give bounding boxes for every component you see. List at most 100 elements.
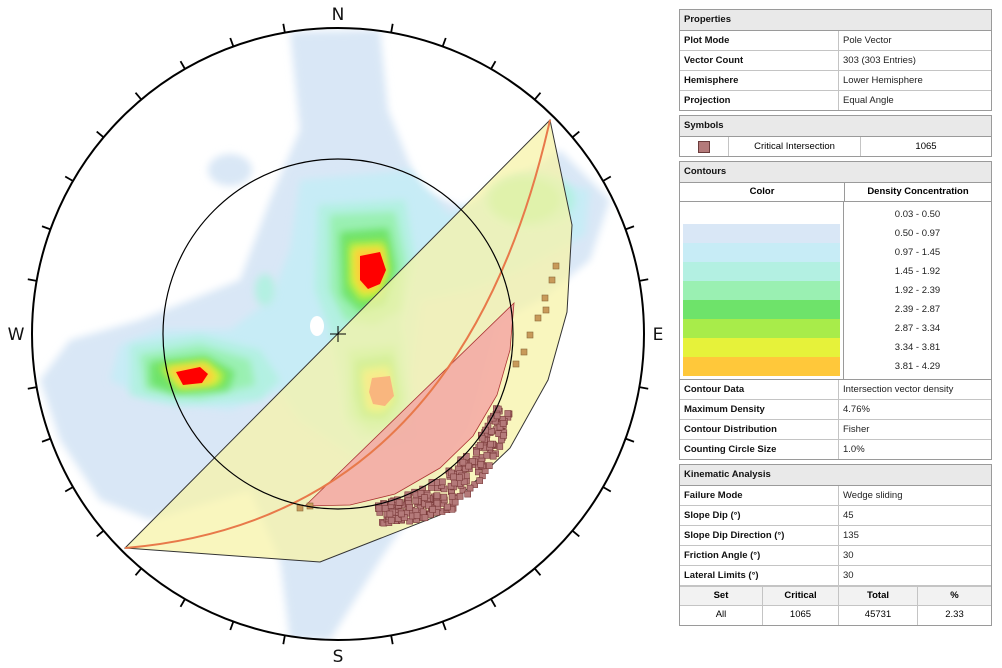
contour-density-ranges: 0.03 - 0.50 0.50 - 0.97 0.97 - 1.45 1.45… xyxy=(844,202,991,379)
critical-column-header: Critical xyxy=(763,587,839,605)
properties-section: Properties Plot Mode Pole Vector Vector … xyxy=(679,9,992,111)
critical-intersection-symbol xyxy=(542,306,550,314)
contour-property-row: Maximum Density 4.76% xyxy=(680,400,991,420)
critical-intersection-symbol xyxy=(512,360,520,368)
summary-table-row: All 1065 45731 2.33 xyxy=(680,606,991,625)
azimuth-tick xyxy=(602,175,612,182)
critical-intersection-symbol xyxy=(552,262,560,270)
critical-intersection-symbol xyxy=(473,448,480,456)
property-key: Lateral Limits (°) xyxy=(680,566,839,585)
critical-intersection-symbol xyxy=(469,458,476,465)
property-key: Projection xyxy=(680,91,839,110)
critical-intersection-symbol xyxy=(483,452,491,459)
critical-intersection-symbol xyxy=(465,462,473,470)
property-key: Maximum Density xyxy=(680,400,839,419)
azimuth-tick xyxy=(27,386,37,390)
info-panel: Properties Plot Mode Pole Vector Vector … xyxy=(679,9,992,630)
critical-intersection-symbol xyxy=(471,481,479,488)
azimuth-tick xyxy=(282,23,286,33)
friction-circle xyxy=(162,158,514,510)
azimuth-tick xyxy=(441,621,447,631)
azimuth-tick xyxy=(639,386,649,390)
critical-intersection-symbol xyxy=(296,504,304,512)
wedge-zone xyxy=(123,118,573,563)
azimuth-tick xyxy=(390,635,394,645)
critical-intersection-symbol xyxy=(464,490,472,498)
critical-intersection-symbol xyxy=(375,504,383,512)
critical-intersection-symbol xyxy=(387,516,395,524)
critical-intersection-symbol xyxy=(459,458,467,466)
critical-intersection-symbol xyxy=(548,276,556,284)
primitive-circle xyxy=(31,27,645,641)
critical-intersection-symbol xyxy=(421,494,428,501)
critical-intersection-symbol xyxy=(406,503,413,511)
property-value: Wedge sliding xyxy=(843,490,903,501)
density-range: 1.45 - 1.92 xyxy=(894,266,941,277)
contours-section: Contours Color Density Concentration 0.0… xyxy=(679,161,992,460)
azimuth-tick xyxy=(96,130,105,138)
critical-intersection-symbol xyxy=(476,442,484,449)
symbol-label: Critical Intersection xyxy=(729,137,861,156)
critical-intersection-symbol xyxy=(429,506,436,513)
critical-intersection-symbol xyxy=(456,493,464,500)
property-value: Lower Hemisphere xyxy=(843,75,923,86)
color-column-header: Color xyxy=(680,183,845,201)
density-range: 1.92 - 2.39 xyxy=(894,285,941,296)
property-key: Counting Circle Size xyxy=(680,440,839,459)
azimuth-tick xyxy=(134,567,142,576)
property-value: Intersection vector density xyxy=(843,384,954,395)
property-row: Projection Equal Angle xyxy=(680,91,991,110)
azimuth-tick xyxy=(534,567,542,576)
critical-intersection-symbol xyxy=(421,514,429,522)
critical-intersection-symbol xyxy=(485,462,493,470)
property-value: 4.76% xyxy=(843,404,870,415)
east-label: E xyxy=(653,325,664,345)
critical-intersection-symbol xyxy=(417,490,425,497)
density-range: 2.39 - 2.87 xyxy=(894,304,941,315)
azimuth-tick xyxy=(390,23,394,33)
symbols-section: Symbols Critical Intersection 1065 xyxy=(679,115,992,157)
critical-intersection-symbol xyxy=(381,505,389,512)
azimuth-tick xyxy=(41,437,51,443)
critical-intersection-symbol xyxy=(466,484,474,492)
contour-swatch xyxy=(683,262,840,281)
kinematic-header: Kinematic Analysis xyxy=(680,465,991,486)
percent-column-header: % xyxy=(950,590,959,601)
contour-swatch xyxy=(683,300,840,319)
critical-intersection-symbol xyxy=(413,512,421,519)
square-symbol-icon xyxy=(698,140,710,153)
contour-property-row: Contour Distribution Fisher xyxy=(680,420,991,440)
density-range: 2.87 - 3.34 xyxy=(894,323,941,334)
properties-header: Properties xyxy=(680,10,991,31)
critical-intersection-symbol xyxy=(487,440,495,448)
critical-intersection-symbol xyxy=(395,498,403,506)
critical-intersection-symbol xyxy=(476,477,484,484)
contour-swatch xyxy=(683,243,840,262)
property-key: Failure Mode xyxy=(680,486,839,505)
critical-intersection-symbol xyxy=(541,294,549,302)
set-column-header: Set xyxy=(680,587,763,605)
critical-intersection-symbol xyxy=(448,493,456,500)
property-key: Slope Dip Direction (°) xyxy=(680,526,839,545)
property-value: Pole Vector xyxy=(843,35,892,46)
critical-intersection-symbol xyxy=(504,410,512,417)
critical-intersection-symbol xyxy=(534,314,542,322)
critical-intersection-symbols xyxy=(296,262,560,527)
azimuth-tick xyxy=(229,621,235,631)
critical-intersection-symbol xyxy=(412,497,420,505)
total-column-header: Total xyxy=(839,587,918,605)
density-range: 3.34 - 3.81 xyxy=(894,342,941,353)
symbol-swatch-cell xyxy=(680,137,729,156)
property-value: 1.0% xyxy=(843,444,865,455)
density-range: 0.97 - 1.45 xyxy=(894,247,941,258)
north-label: N xyxy=(332,5,345,25)
property-key: Contour Distribution xyxy=(680,420,839,439)
property-value: 30 xyxy=(843,570,854,581)
azimuth-tick xyxy=(625,225,635,231)
critical-intersection-symbol xyxy=(493,412,501,420)
azimuth-tick xyxy=(229,37,235,47)
critical-intersection-symbol xyxy=(386,510,394,518)
critical-intersection-symbol xyxy=(520,348,528,356)
property-key: Vector Count xyxy=(680,51,839,70)
critical-intersection-symbol xyxy=(500,432,507,439)
